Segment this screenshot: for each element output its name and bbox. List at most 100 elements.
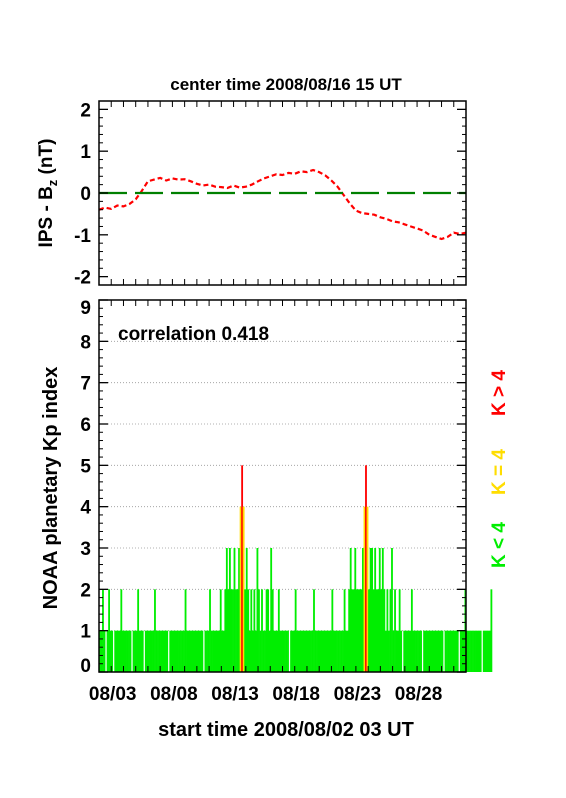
kp-bar [264,630,266,672]
kp-bar [310,630,312,672]
kp-bar [410,589,413,672]
kp-bar [336,630,338,672]
kp-bar [172,630,175,672]
kp-bar [366,506,369,672]
kp-bar [476,630,479,672]
kp-bar [352,589,355,672]
kp-bar [198,630,201,672]
kp-bar [222,630,225,672]
kp-bar [176,630,179,672]
kp-bar [478,630,481,672]
kp-bar [339,630,341,672]
kp-bar [372,589,375,672]
bottom-y-tick-label: 3 [80,539,91,560]
kp-bar [138,630,141,672]
kp-bar [296,630,299,672]
kp-bar [467,630,470,672]
kp-bar [363,506,366,672]
kp-bar [273,630,276,672]
kp-bar [100,630,103,672]
kp-bar [115,630,118,672]
kp-bar [311,630,314,672]
kp-bar [190,630,193,672]
kp-bar [221,630,224,672]
kp-bar [284,630,286,672]
kp-bar [378,548,381,672]
kp-bar [456,630,459,672]
kp-bar [340,630,343,672]
kp-bar [449,630,452,672]
kp-bar [274,630,277,672]
kp-bar [332,630,335,672]
kp-bar [233,548,236,672]
bottom-y-axis-label: NOAA planetary Kp index [40,367,62,610]
kp-bar [470,630,473,672]
bottom-x-axis-label: start time 2008/08/02 03 UT [158,719,414,741]
kp-bar [368,589,370,672]
kp-bar [440,630,442,672]
kp-bar [250,589,253,672]
kp-bar [446,630,448,672]
kp-bar [141,630,144,672]
kp-bar [328,630,331,672]
kp-bar [262,630,265,672]
kp-bar [270,548,273,672]
kp-bar [235,589,237,672]
kp-bar [123,630,126,672]
kp-bar [169,630,172,672]
kp-bar [482,630,485,672]
kp-bar [362,548,364,672]
kp-bar [228,548,231,672]
kp-bar [297,630,300,672]
kp-bar [424,630,427,672]
top-y-tick-label: 1 [80,142,91,163]
kp-bar [282,630,285,672]
kp-bar [224,589,227,672]
kp-bar [435,630,438,672]
top-y-axis-label: IPS - Bz (nT) [36,139,60,248]
kp-bar [219,589,222,672]
kp-bar [302,630,305,672]
kp-bar [195,630,198,672]
kp-bar [277,589,280,672]
kp-bar [326,630,329,672]
kp-bar [308,630,311,672]
ips-bz-panel: center time 2008/08/16 15 UT 2 1 0 -1 -2 IPS… [36,75,467,289]
kp-bar [459,630,462,672]
kp-bar [158,630,161,672]
bottom-y-tick-label: 0 [80,656,91,677]
kp-bar [183,630,185,672]
kp-bar [299,630,302,672]
kp-bar [184,589,187,672]
kp-bar [111,630,114,672]
kp-bar [479,630,482,672]
kp-bar [280,630,283,672]
kp-bar [216,630,219,672]
kp-bar [472,630,474,672]
kp-bar [337,630,340,672]
kp-bar [166,630,169,672]
bottom-y-tick-label: 5 [80,456,91,477]
kp-bar [164,630,167,672]
bottom-y-tick-label: 8 [80,332,91,353]
legend-entry: K > 4 [489,370,510,416]
kp-bar [403,630,406,672]
kp-index-panel: 0 1 2 3 4 5 6 7 8 9 08/03 08/08 08/13 08/18 08/23 08/2… [40,298,510,741]
kp-bar [271,589,274,672]
kp-bar [429,630,432,672]
kp-bar [247,589,250,672]
bottom-x-tick-label: 08/18 [272,684,320,705]
kp-bar [381,548,384,672]
top-y-axis-label-sub: z [45,179,60,186]
kp-bar [355,589,358,672]
kp-bar [137,589,140,672]
kp-bar [232,589,234,672]
kp-bar [126,630,129,672]
kp-bar [306,630,309,672]
kp-bar [389,589,392,672]
kp-bar [245,548,248,672]
kp-bar [218,630,221,672]
kp-bar [461,630,464,672]
kp-bar [181,630,184,672]
